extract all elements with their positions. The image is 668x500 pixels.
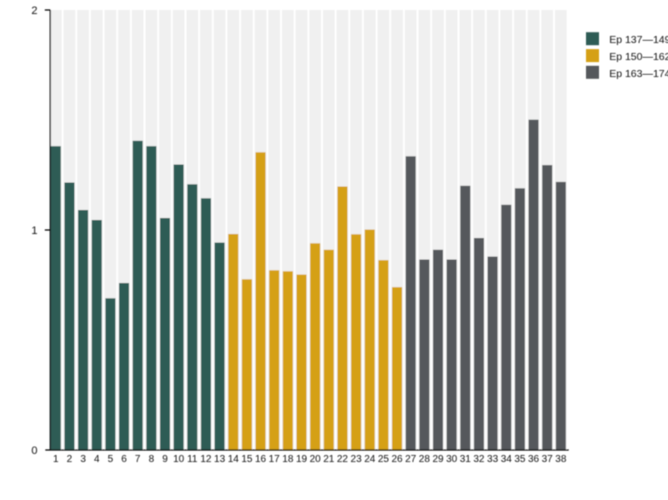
svg-text:0: 0	[31, 445, 37, 457]
svg-text:8: 8	[149, 454, 155, 465]
svg-text:33: 33	[487, 454, 499, 465]
svg-text:11: 11	[187, 454, 198, 465]
svg-text:7: 7	[135, 454, 141, 465]
svg-text:1: 1	[53, 454, 59, 465]
svg-text:23: 23	[351, 454, 363, 465]
svg-text:13: 13	[214, 454, 226, 465]
svg-text:31: 31	[460, 454, 472, 465]
svg-text:24: 24	[364, 454, 376, 465]
svg-text:Ep 150—162: Ep 150—162	[609, 51, 668, 63]
svg-text:1: 1	[31, 225, 37, 237]
svg-text:19: 19	[296, 454, 308, 465]
svg-text:16: 16	[255, 454, 267, 465]
svg-text:18: 18	[282, 454, 294, 465]
svg-text:35: 35	[514, 454, 526, 465]
svg-text:34: 34	[501, 454, 513, 465]
svg-text:29: 29	[432, 454, 444, 465]
svg-text:Ep 163—174: Ep 163—174	[609, 68, 668, 80]
svg-text:32: 32	[473, 454, 485, 465]
svg-text:25: 25	[378, 454, 390, 465]
svg-text:37: 37	[542, 454, 554, 465]
svg-text:14: 14	[228, 454, 240, 465]
svg-text:6: 6	[121, 454, 127, 465]
svg-text:36: 36	[528, 454, 540, 465]
svg-text:10: 10	[173, 454, 185, 465]
svg-text:22: 22	[337, 454, 349, 465]
svg-text:15: 15	[241, 454, 253, 465]
svg-text:26: 26	[391, 454, 403, 465]
svg-text:28: 28	[419, 454, 431, 465]
svg-text:17: 17	[269, 454, 281, 465]
svg-text:38: 38	[555, 454, 567, 465]
svg-text:27: 27	[405, 454, 417, 465]
svg-text:2: 2	[67, 454, 73, 465]
svg-text:9: 9	[162, 454, 168, 465]
svg-text:21: 21	[323, 454, 335, 465]
svg-text:20: 20	[310, 454, 322, 465]
svg-text:4: 4	[94, 454, 100, 465]
svg-text:30: 30	[446, 454, 458, 465]
svg-text:12: 12	[200, 454, 212, 465]
svg-text:3: 3	[80, 454, 86, 465]
svg-text:Ep 137—149: Ep 137—149	[609, 34, 668, 46]
svg-text:5: 5	[108, 454, 114, 465]
svg-text:2: 2	[31, 5, 37, 17]
